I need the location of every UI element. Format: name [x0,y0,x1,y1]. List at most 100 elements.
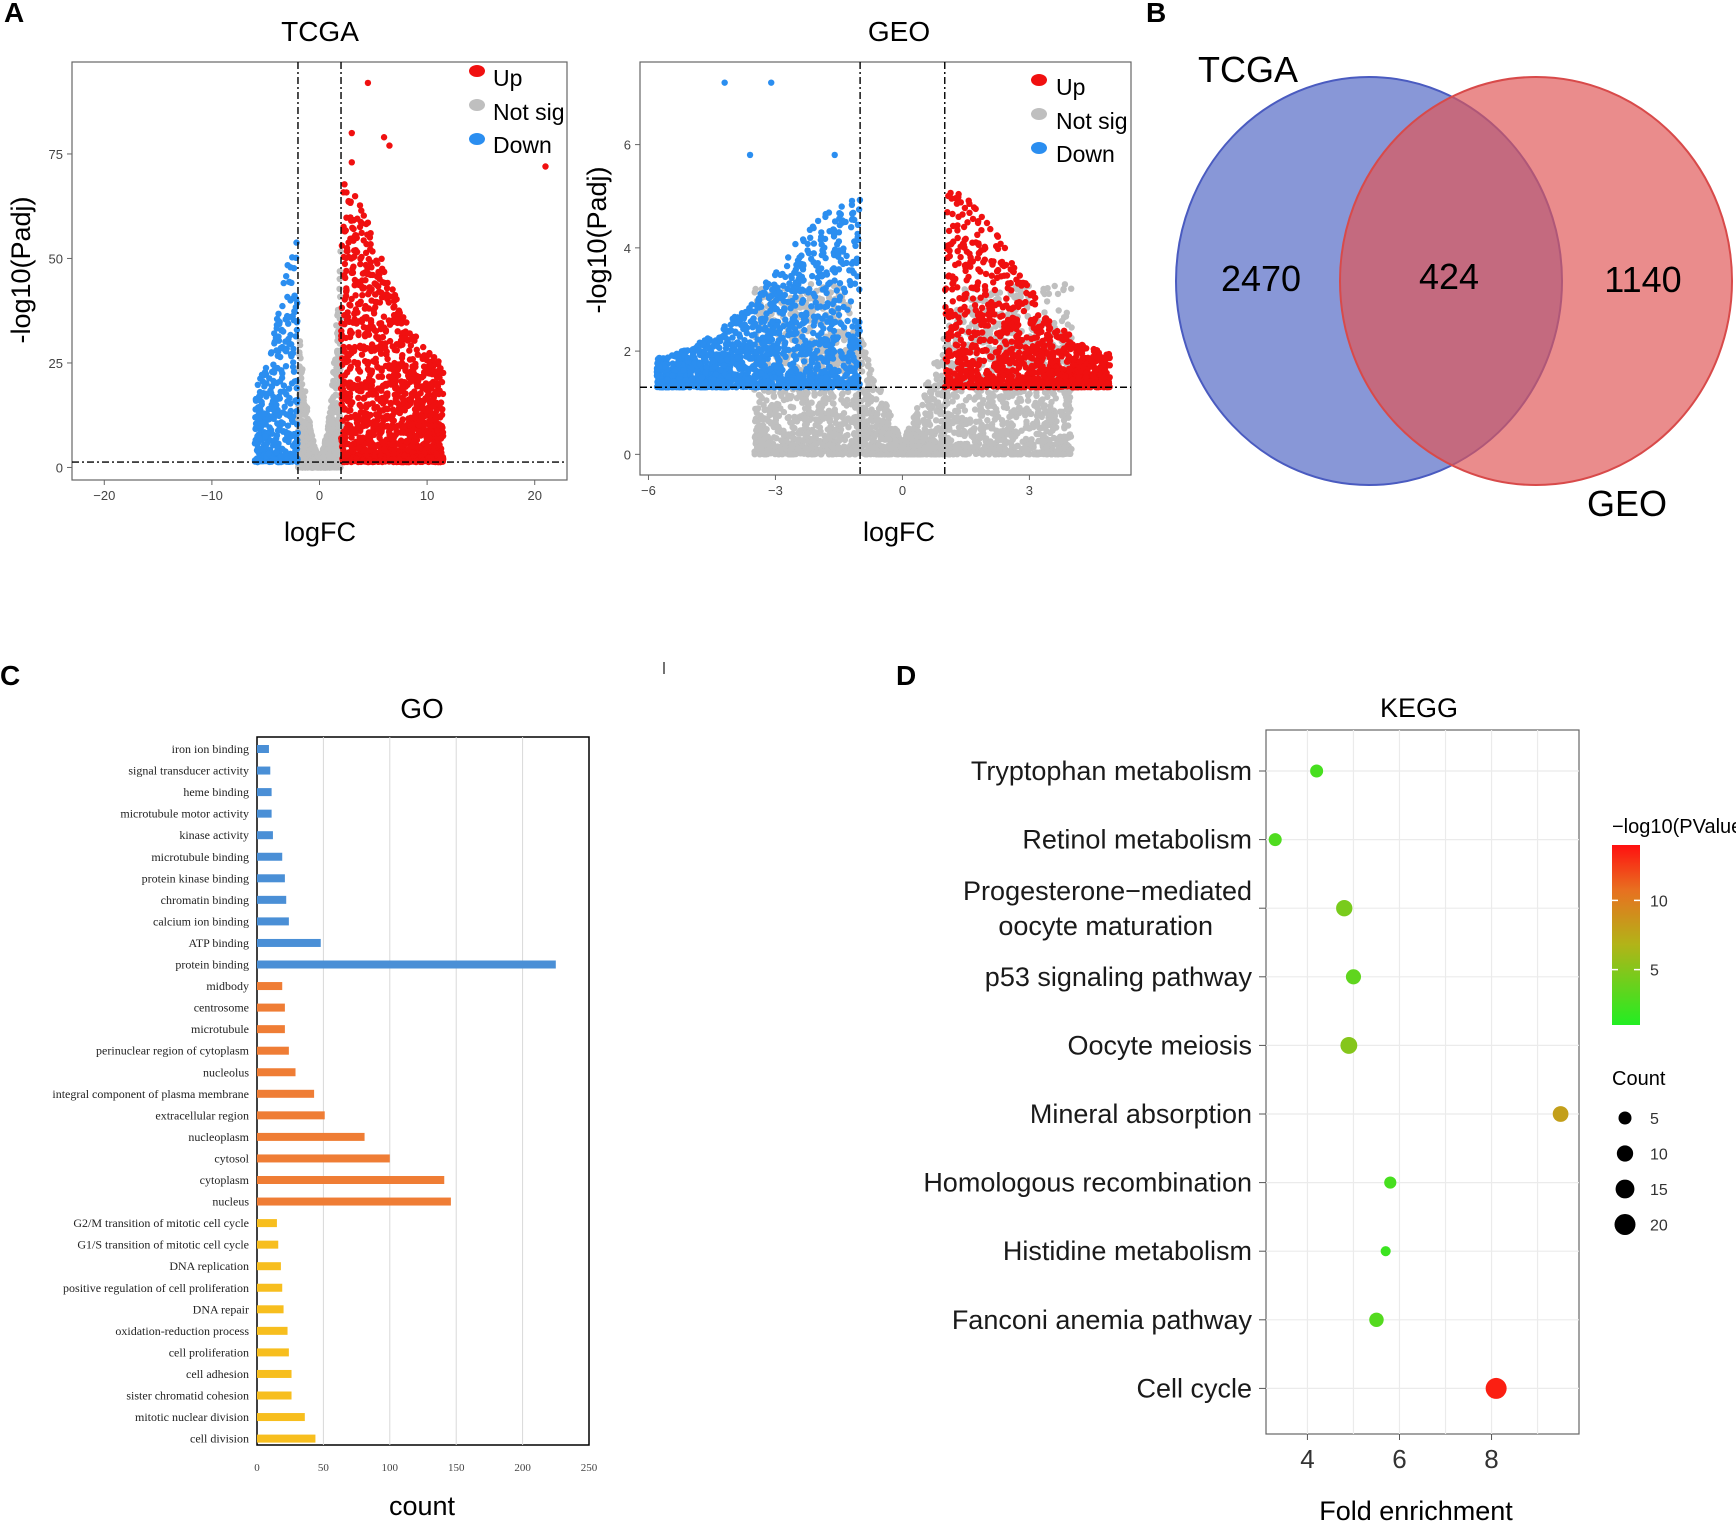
volcano-point [1008,432,1015,440]
volcano-point [274,427,282,434]
volcano-point [296,349,303,356]
volcano-point [973,443,981,451]
volcano-point [300,397,307,404]
volcano-point [395,455,403,463]
volcano-point [392,377,400,384]
volcano-point [382,413,390,420]
volcano-point [1001,451,1008,458]
volcano-point [357,260,364,268]
volcano-point [265,405,272,413]
volcano-point [961,407,969,414]
volcano-point [1033,418,1041,425]
volcano-point [757,392,764,400]
y-tick-label: 0 [56,460,63,475]
volcano-point [426,430,433,437]
volcano-point [268,430,276,437]
volcano-point [427,380,435,388]
volcano-point [1068,445,1075,453]
volcano-point [364,447,371,455]
volcano-point [366,440,373,448]
volcano-point [364,265,371,272]
volcano-point [841,336,848,344]
volcano-point [412,432,419,440]
volcano-point [258,371,266,378]
volcano-point [830,393,837,400]
x-tick-label: 20 [527,488,541,503]
volcano-point [293,421,301,428]
volcano-point [282,363,290,370]
volcano-point [925,379,932,386]
volcano-point [252,397,260,404]
volcano-point [999,420,1007,427]
volcano-point [389,366,396,373]
volcano-point [777,390,784,397]
volcano-point [281,388,288,395]
volcano-point [1041,309,1048,316]
tcga-legend-up: Up [493,65,522,91]
volcano-point [358,351,366,358]
volcano-point [382,340,389,347]
volcano-point [371,347,378,354]
volcano-point [986,330,994,338]
volcano-point [268,349,275,356]
volcano-point [419,355,426,362]
volcano-point [1050,425,1058,432]
volcano-point [938,390,945,397]
volcano-point [1058,317,1066,325]
volcano-point [435,401,443,408]
volcano-point [254,444,262,451]
tcga-y-label: -log10(Padj) [6,196,36,343]
volcano-point [388,433,395,441]
tcga-title: TCGA [281,16,359,47]
volcano-point [427,362,434,369]
volcano-point [356,401,363,408]
volcano-point [357,344,364,352]
volcano-point [812,429,819,436]
volcano-point-outlier [348,159,355,166]
volcano-point [257,420,265,427]
volcano-point [830,429,838,437]
volcano-point [998,393,1005,400]
volcano-point [381,445,388,453]
volcano-point [361,410,368,417]
volcano-point [279,302,286,310]
volcano-point [273,401,280,409]
volcano-point [399,352,406,359]
volcano-point [338,331,345,339]
tcga-points [251,79,549,471]
volcano-point [320,460,327,467]
volcano-point [366,234,374,241]
volcano-point [361,333,369,340]
volcano-point [400,314,407,321]
volcano-point [358,207,365,214]
volcano-point [822,436,829,443]
volcano-point [427,416,434,424]
volcano-point [761,406,768,414]
volcano-point [382,327,390,334]
volcano-point [399,395,407,403]
volcano-point [340,432,348,439]
tcga-legend-notsig-marker [469,99,485,111]
tcga-threshold-lines [72,62,567,480]
volcano-point [766,409,774,416]
volcano-point [980,397,987,404]
volcano-point [436,387,443,395]
volcano-point [436,441,443,449]
volcano-point [999,399,1007,406]
volcano-point [753,409,760,416]
volcano-point [376,343,383,351]
panel-letter-c: C [0,660,20,691]
volcano-point [330,420,337,427]
volcano-point [270,442,277,449]
volcano-point-outlier [348,129,355,137]
volcano-point [423,408,430,415]
volcano-point [754,424,761,431]
volcano-point [984,403,992,410]
volcano-point [818,412,825,420]
volcano-point [1023,418,1030,425]
volcano-point [418,413,425,420]
volcano-point [995,413,1002,420]
